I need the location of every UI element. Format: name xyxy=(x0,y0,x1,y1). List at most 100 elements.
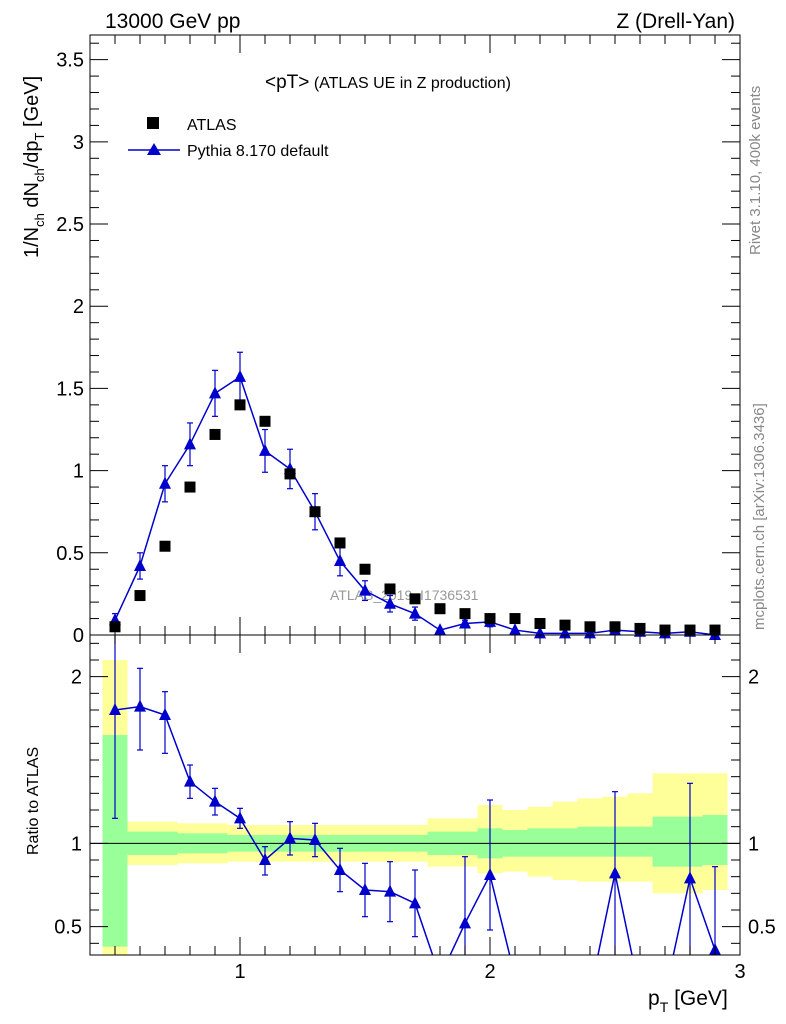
title-sub: (ATLAS UE in Z production) xyxy=(309,75,511,92)
atlas-point xyxy=(109,621,121,633)
pythia-ratio-point xyxy=(384,884,396,897)
pythia-ratio-point xyxy=(259,853,271,865)
y-tick-label: 0 xyxy=(73,625,84,647)
green-band xyxy=(527,828,553,857)
green-band xyxy=(577,826,603,857)
ylabel-part: T xyxy=(32,132,47,140)
pythia-ratio-point xyxy=(309,833,321,845)
atlas-point xyxy=(584,621,596,633)
ratio-y-tick-label: 1 xyxy=(71,833,82,855)
legend-pythia-marker xyxy=(147,143,161,155)
x-tick-label: 2 xyxy=(484,961,495,983)
x-tick-label: 1 xyxy=(234,961,245,983)
atlas-point xyxy=(234,399,246,411)
pythia-point xyxy=(384,596,396,609)
main-panel: 0 0.5 1 1.5 2 2.5 3 3.5 ATLAS_2019_I1736531 <pT… xyxy=(21,34,741,647)
green-band xyxy=(627,826,653,857)
atlas-point xyxy=(609,621,621,633)
pythia-ratio-point xyxy=(109,703,121,715)
atlas-point xyxy=(359,563,371,575)
legend-pythia-label: Pythia 8.170 default xyxy=(187,143,329,160)
header-right: Z (Drell-Yan) xyxy=(616,10,735,33)
main-tick-labels: 0 0.5 1 1.5 2 2.5 3 3.5 xyxy=(56,50,84,647)
pythia-ratio-clipped xyxy=(109,635,721,955)
atlas-main-series xyxy=(109,399,721,636)
ratio-y-tick-label: 0.5 xyxy=(54,917,82,939)
atlas-point xyxy=(534,617,546,629)
pythia-point xyxy=(184,437,196,450)
ratio-y-tick-label-right: 1 xyxy=(748,833,759,855)
atlas-point xyxy=(459,608,471,620)
main-ylabel: 1/Nch dNch/dpT [GeV] xyxy=(21,76,47,258)
y-tick-label: 2 xyxy=(73,296,84,318)
mcplots-note: mcplots.cern.ch [arXiv:1306.3436] xyxy=(751,403,768,630)
pythia-point xyxy=(359,583,371,596)
atlas-point xyxy=(559,619,571,631)
pythia-point xyxy=(234,369,246,382)
ratio-y-tick-label-right: 2 xyxy=(748,667,759,689)
atlas-point xyxy=(284,468,296,480)
xlabel-sub: T xyxy=(660,999,669,1015)
ratio-ticks xyxy=(90,635,740,955)
ratio-y-tick-label-right: 0.5 xyxy=(748,917,776,939)
atlas-point xyxy=(209,428,221,440)
ylabel-part: [GeV] xyxy=(21,76,43,133)
pythia-ratio-point xyxy=(334,863,346,875)
header-left: 13000 GeV pp xyxy=(105,10,240,33)
ylabel-part: ch xyxy=(32,168,47,182)
rivet-note: Rivet 3.1.10, 400k events xyxy=(747,86,764,255)
pythia-ratio-point xyxy=(234,811,246,824)
y-tick-label: 0.5 xyxy=(56,543,84,565)
y-tick-label: 1.5 xyxy=(56,378,84,400)
ylabel-part: ch xyxy=(32,213,47,227)
pythia-point xyxy=(259,443,271,456)
atlas-point xyxy=(684,624,696,636)
main-title: <pT> (ATLAS UE in Z production) xyxy=(265,72,511,93)
ylabel-part: 1/N xyxy=(21,227,43,258)
pythia-ratio-point xyxy=(409,896,421,909)
atlas-point xyxy=(484,613,496,625)
pythia-ratio-point xyxy=(209,794,221,807)
ratio-ylabel: Ratio to ATLAS xyxy=(25,747,42,855)
atlas-point xyxy=(709,624,721,636)
y-tick-label: 3.5 xyxy=(56,50,84,72)
ylabel-part: dN xyxy=(21,182,43,213)
atlas-point xyxy=(384,583,396,595)
atlas-point xyxy=(309,506,321,518)
ratio-tick-labels: 0.5 0.5 1 1 2 2 1 2 3 xyxy=(54,667,776,983)
ratio-y-tick-label: 2 xyxy=(71,667,82,689)
xlabel-unit: [GeV] xyxy=(668,987,728,1010)
x-tick-label: 3 xyxy=(734,961,745,983)
pythia-ratio-point xyxy=(184,774,196,787)
atlas-point xyxy=(184,481,196,493)
legend-atlas-label: ATLAS xyxy=(187,117,237,134)
atlas-point xyxy=(634,622,646,634)
pythia-ratio-point xyxy=(459,916,471,929)
green-band xyxy=(552,828,578,857)
pythia-ratio-point xyxy=(359,883,371,895)
y-tick-label: 2.5 xyxy=(56,214,84,236)
pythia-point xyxy=(459,616,471,629)
xlabel: pT [GeV] xyxy=(648,987,728,1015)
atlas-point xyxy=(409,593,421,605)
green-band xyxy=(652,816,678,867)
pythia-ratio-series xyxy=(109,635,721,955)
y-tick-label: 3 xyxy=(73,132,84,154)
atlas-point xyxy=(659,624,671,636)
pythia-point xyxy=(434,623,446,636)
pythia-ratio-point xyxy=(484,868,496,880)
green-band xyxy=(702,815,728,865)
pythia-point xyxy=(134,558,146,571)
atlas-point xyxy=(259,415,271,427)
pythia-ratio-point xyxy=(609,866,621,879)
xlabel-main: p xyxy=(648,987,660,1010)
ylabel-part: /dp xyxy=(21,140,43,168)
atlas-point xyxy=(334,537,346,549)
pythia-ratio-point xyxy=(159,708,171,720)
pythia-ratio-point xyxy=(284,831,296,844)
pythia-ratio-point xyxy=(684,871,696,884)
pythia-point xyxy=(159,476,171,489)
ratio-panel: 0.5 0.5 1 1 2 2 1 2 3 Ratio to ATLAS pT [GeV] xyxy=(25,634,776,1015)
pythia-ratio-point xyxy=(134,699,146,712)
